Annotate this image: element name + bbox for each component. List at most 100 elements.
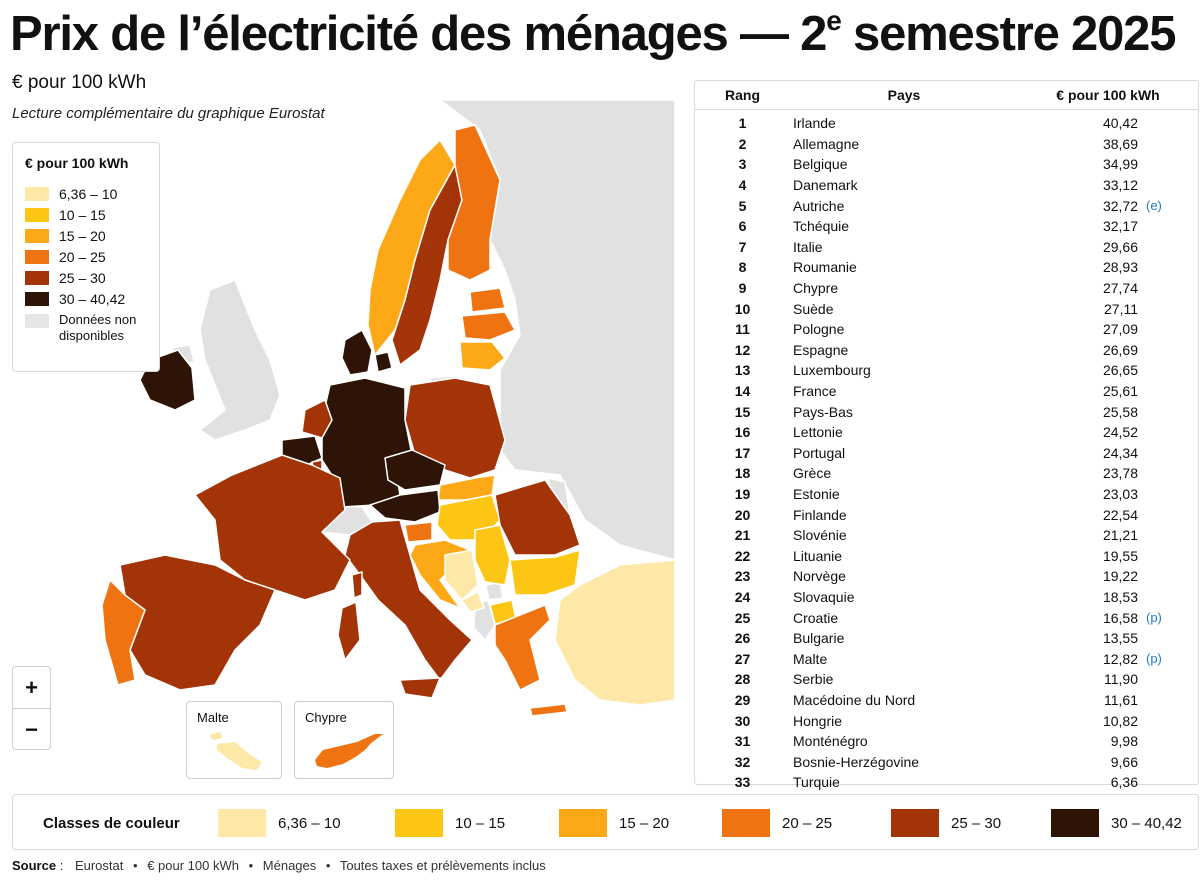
value-cell: 24,34: [1102, 444, 1138, 461]
rank-cell: 12: [734, 341, 751, 358]
table-row: 5 Autriche 32,72 (e): [695, 195, 1198, 216]
value-cell: 29,66: [1102, 238, 1138, 255]
region-denmark: [341, 329, 373, 376]
region-italy: [344, 519, 473, 681]
country-cell: Belgique: [793, 156, 848, 173]
flag-cell: (p): [1146, 610, 1162, 626]
value-cell: 32,17: [1102, 218, 1138, 235]
region-corsica: [351, 571, 363, 599]
source-part: € pour 100 kWh: [147, 858, 239, 873]
country-cell: Bulgarie: [793, 630, 845, 647]
rank-cell: 25: [734, 609, 751, 626]
flag-cell: (p): [1146, 651, 1162, 667]
rank-cell: 18: [734, 465, 751, 482]
country-cell: Portugal: [793, 444, 846, 461]
rank-cell: 33: [734, 774, 751, 791]
color-class-item: 6,36 – 10: [218, 809, 341, 837]
inset-cyprus[interactable]: Chypre: [294, 701, 394, 779]
region-france: [194, 454, 351, 601]
title-main: Prix de l’électricité des ménages — 2: [10, 7, 827, 61]
country-cell: Macédoine du Nord: [793, 691, 916, 708]
map-legend: € pour 100 kWh 6,36 – 10 10 – 15 15 – 20 20…: [12, 142, 160, 372]
table-row: 25 Croatie 16,58 (p): [695, 607, 1198, 628]
value-cell: 9,98: [1110, 733, 1138, 750]
legend-label: 15 – 20: [59, 227, 106, 244]
region-sardinia: [337, 601, 361, 661]
header-value: € pour 100 kWh: [1056, 87, 1160, 103]
region-greece: [494, 604, 551, 691]
inset-malta[interactable]: Malte: [186, 701, 282, 779]
table-row: 32 Bosnie-Herzégovine 9,66: [695, 751, 1198, 772]
source-line: Source : Eurostat • € pour 100 kWh • Mén…: [12, 858, 546, 873]
country-cell: Serbie: [793, 671, 834, 688]
value-cell: 27,09: [1102, 321, 1138, 338]
region-romania: [494, 479, 581, 556]
region-bosnia: [444, 549, 479, 601]
country-cell: Slovénie: [793, 527, 847, 544]
table-row: 29 Macédoine du Nord 11,61: [695, 690, 1198, 711]
value-cell: 11,61: [1104, 691, 1138, 708]
inset-cyprus-map: [315, 734, 383, 768]
zoom-in-button[interactable]: +: [13, 667, 50, 709]
rank-cell: 19: [734, 485, 751, 502]
country-cell: Pologne: [793, 321, 845, 338]
value-cell: 33,12: [1102, 177, 1138, 194]
rank-cell: 10: [734, 300, 751, 317]
rank-cell: 26: [734, 630, 751, 647]
color-class-swatch: [559, 809, 607, 837]
region-crete: [529, 703, 568, 717]
country-cell: Espagne: [793, 341, 849, 358]
value-cell: 24,52: [1102, 424, 1138, 441]
zoom-out-button[interactable]: −: [25, 717, 38, 742]
rank-cell: 20: [734, 506, 751, 523]
rank-cell: 23: [734, 568, 751, 585]
color-class-swatch: [218, 809, 266, 837]
color-class-item: 25 – 30: [891, 809, 1001, 837]
country-cell: Irlande: [793, 115, 836, 132]
legend-item: 30 – 40,42: [25, 288, 147, 309]
rank-cell: 6: [738, 218, 747, 235]
country-cell: Autriche: [793, 197, 845, 214]
rank-cell: 29: [734, 691, 751, 708]
country-cell: Pays-Bas: [793, 403, 853, 420]
inset-malta-label: Malte: [197, 710, 229, 725]
legend-label: 10 – 15: [59, 206, 106, 223]
legend-swatch: [25, 291, 49, 306]
rank-cell: 13: [734, 362, 751, 379]
country-cell: Bosnie-Herzégovine: [793, 753, 920, 770]
rank-cell: 7: [738, 238, 747, 255]
legend-label: 20 – 25: [59, 248, 106, 265]
map-area[interactable]: € pour 100 kWh 6,36 – 10 10 – 15 15 – 20 20…: [0, 0, 700, 790]
zoom-control: + −: [12, 666, 51, 750]
legend-label: 6,36 – 10: [59, 185, 118, 202]
region-bulgaria: [509, 549, 581, 596]
header-rank: Rang: [725, 87, 760, 103]
rank-cell: 14: [734, 383, 751, 400]
table-row: 28 Serbie 11,90: [695, 669, 1198, 690]
color-class-label: 15 – 20: [619, 814, 670, 832]
legend-title: € pour 100 kWh: [25, 155, 129, 171]
legend-item: 6,36 – 10: [25, 183, 147, 204]
country-cell: France: [793, 383, 837, 400]
value-cell: 25,58: [1102, 403, 1138, 420]
title-end: semestre 2025: [840, 7, 1176, 61]
value-cell: 12,82: [1102, 650, 1138, 667]
table-body: 1 Irlande 40,42 2 Allemagne 38,69 3 Belgique 34,…: [695, 110, 1198, 793]
country-cell: Hongrie: [793, 712, 843, 729]
rank-cell: 16: [734, 424, 751, 441]
legend-item: 25 – 30: [25, 267, 147, 288]
source-part: Eurostat: [74, 858, 124, 873]
europe-map[interactable]: [0, 0, 700, 790]
rank-cell: 9: [738, 280, 747, 297]
legend-swatch: [25, 270, 49, 285]
value-cell: 38,69: [1102, 135, 1138, 152]
legend-swatch: [25, 228, 49, 243]
table-row: 3 Belgique 34,99: [695, 154, 1198, 175]
region-slovenia: [404, 521, 433, 543]
inset-cyprus-label: Chypre: [305, 710, 347, 725]
region-sicily: [399, 677, 441, 699]
region-netherlands: [301, 399, 333, 439]
table-row: 26 Bulgarie 13,55: [695, 628, 1198, 649]
table-row: 22 Lituanie 19,55: [695, 545, 1198, 566]
color-class-swatch: [722, 809, 770, 837]
